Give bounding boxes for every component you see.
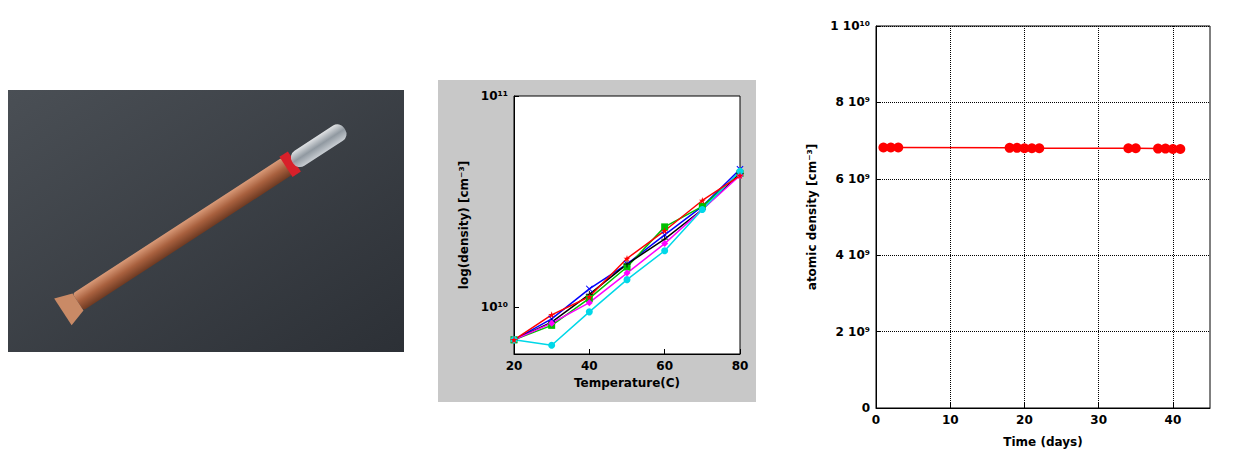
svg-text:10¹⁰: 10¹⁰: [481, 300, 508, 314]
svg-text:4 10⁹: 4 10⁹: [836, 248, 870, 262]
svg-text:log(density) [cm⁻³]: log(density) [cm⁻³]: [457, 161, 471, 289]
svg-text:20: 20: [1016, 413, 1033, 427]
svg-text:80: 80: [732, 359, 749, 373]
svg-text:0: 0: [872, 413, 880, 427]
svg-text:1 10¹⁰: 1 10¹⁰: [830, 19, 870, 33]
svg-text:40: 40: [1165, 413, 1182, 427]
svg-text:6 10⁹: 6 10⁹: [836, 172, 870, 186]
svg-text:2 10⁹: 2 10⁹: [836, 325, 870, 339]
svg-text:8 10⁹: 8 10⁹: [836, 95, 870, 109]
svg-text:Time (days): Time (days): [1003, 435, 1082, 449]
svg-text:60: 60: [656, 359, 673, 373]
svg-text:40: 40: [581, 359, 598, 373]
svg-text:Temperature(C): Temperature(C): [574, 376, 680, 390]
svg-text:10¹¹: 10¹¹: [481, 89, 508, 103]
svg-text:20: 20: [506, 359, 523, 373]
svg-text:atomic density [cm⁻³]: atomic density [cm⁻³]: [805, 144, 819, 290]
svg-text:10: 10: [942, 413, 959, 427]
svg-text:0: 0: [862, 401, 870, 415]
svg-text:30: 30: [1090, 413, 1107, 427]
